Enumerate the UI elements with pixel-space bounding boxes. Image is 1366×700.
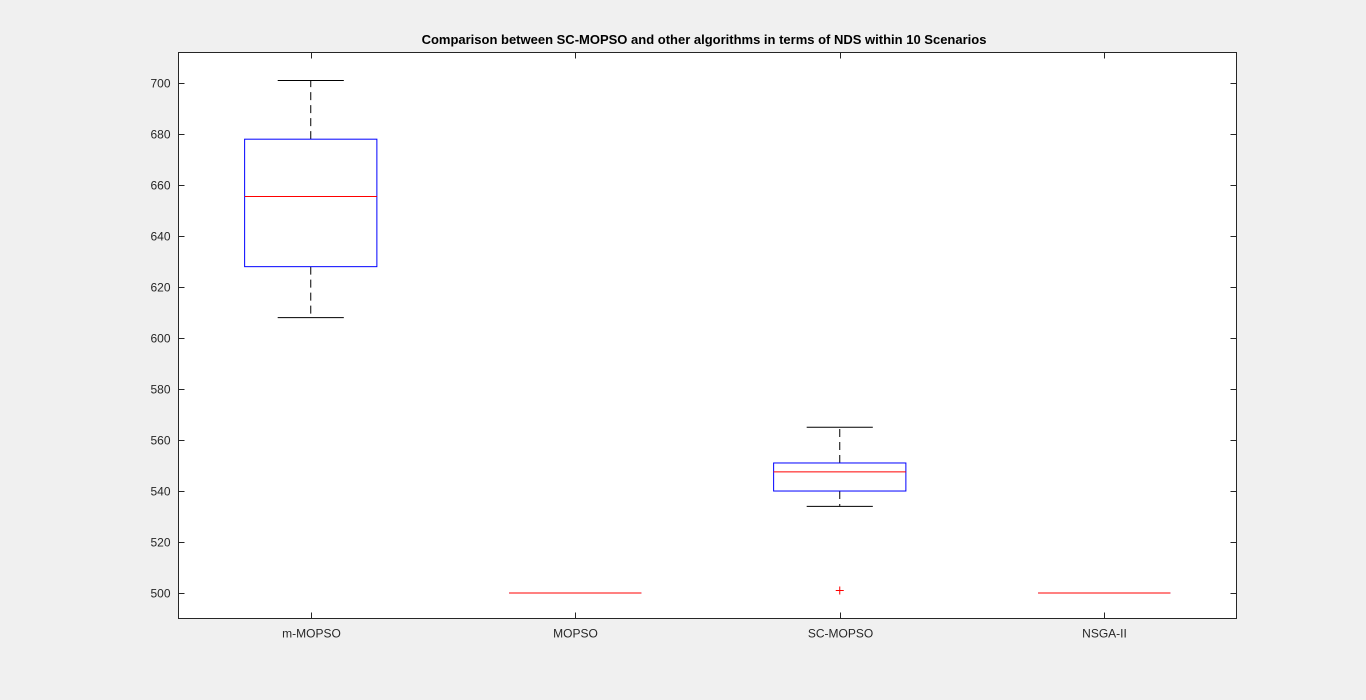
y-tick-label: 640: [150, 230, 170, 244]
y-tick-label: 500: [150, 587, 170, 601]
chart-marks: 500 520 540 560 580 600 620 640 660 680 700 m-MOPSO…: [150, 52, 1237, 641]
y-tick-label: 660: [150, 179, 170, 193]
y-tick-label: 580: [150, 383, 170, 397]
box: [773, 462, 907, 492]
y-tick-label: 680: [150, 128, 170, 142]
outlier-marker: [835, 586, 844, 595]
axes-frame: [178, 52, 1237, 619]
y-tick-label: 700: [150, 77, 170, 91]
y-tick-label: 540: [150, 485, 170, 499]
x-tick-label: SC-MOPSO: [808, 627, 873, 641]
y-tick-label: 600: [150, 332, 170, 346]
box: [244, 138, 378, 268]
y-tick-label: 520: [150, 536, 170, 550]
axes-background: [178, 52, 1236, 618]
x-tick-label: NSGA-II: [1082, 627, 1127, 641]
chart-title: Comparison between SC-MOPSO and other al…: [422, 32, 987, 47]
y-tick-label: 620: [150, 281, 170, 295]
x-tick-label: MOPSO: [553, 627, 598, 641]
y-tick-label: 560: [150, 434, 170, 448]
x-tick-label: m-MOPSO: [282, 627, 341, 641]
